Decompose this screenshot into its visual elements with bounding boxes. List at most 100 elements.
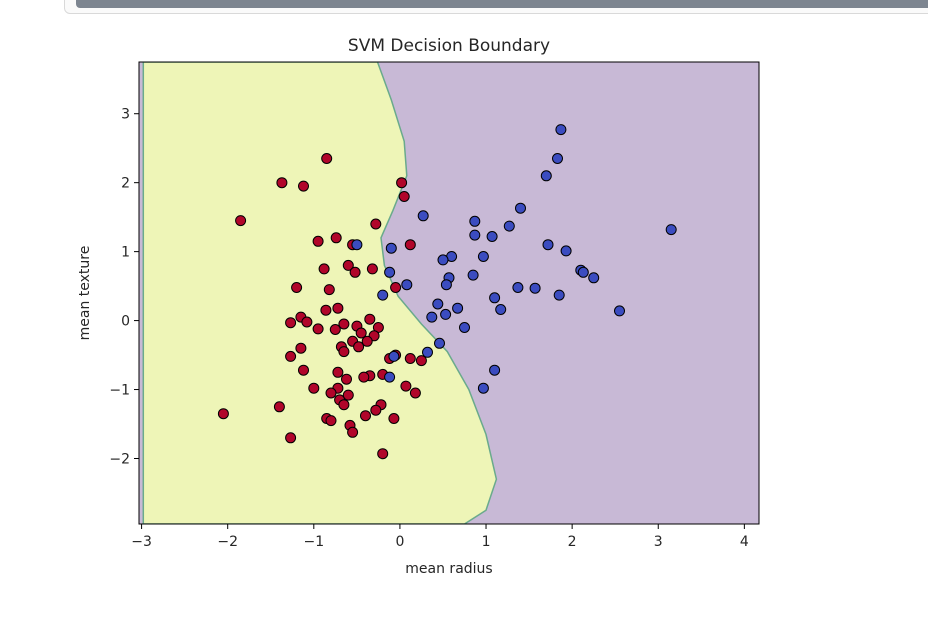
point-class0-43 <box>332 366 344 378</box>
x-tick-label: 1 <box>482 534 491 550</box>
point-class1-24 <box>440 279 452 291</box>
point-class0-61 <box>388 413 400 424</box>
y-tick-label: 2 <box>121 176 130 192</box>
point-class1-32 <box>614 305 625 317</box>
point-class1-3 <box>515 202 526 214</box>
point-class0-11 <box>342 259 354 271</box>
point-class1-12 <box>542 239 554 251</box>
y-tick-label: −1 <box>109 383 130 399</box>
point-class1-20 <box>588 272 600 284</box>
y-tick-label: −2 <box>109 451 130 467</box>
point-class0-58 <box>370 404 382 416</box>
point-class0-48 <box>308 382 320 394</box>
point-class0-23 <box>338 318 350 330</box>
point-class1-5 <box>469 215 481 227</box>
point-class1-1 <box>552 153 563 164</box>
point-class0-4 <box>398 191 410 202</box>
point-class1-8 <box>469 229 481 241</box>
point-class1-40 <box>489 364 501 376</box>
point-class0-2 <box>298 180 309 192</box>
point-class1-41 <box>384 371 396 383</box>
point-class0-17 <box>390 282 402 293</box>
point-class1-34 <box>440 308 452 320</box>
x-axis-label: mean radius <box>405 561 492 577</box>
x-tick-label: 2 <box>568 534 577 550</box>
point-class1-30 <box>432 298 444 310</box>
point-class1-39 <box>388 350 400 362</box>
x-tick-label: 0 <box>395 534 404 550</box>
y-tick-label: 0 <box>121 314 130 330</box>
point-class0-8 <box>312 235 324 247</box>
plot-frame <box>138 61 760 525</box>
point-class0-5 <box>235 215 247 227</box>
point-class0-41 <box>415 355 427 367</box>
x-axis: −3 −2 −1 0 1 2 3 4 <box>131 524 749 550</box>
point-class0-35 <box>338 346 350 358</box>
point-class0-53 <box>409 387 421 399</box>
point-class1-36 <box>459 322 470 333</box>
point-class0-10 <box>404 239 416 251</box>
point-class0-50 <box>325 387 337 399</box>
point-class0-0 <box>321 153 333 164</box>
point-class0-13 <box>318 263 330 275</box>
point-class0-28 <box>312 323 324 335</box>
point-class0-6 <box>370 218 382 230</box>
point-class0-15 <box>291 282 303 293</box>
point-class0-46 <box>358 371 370 383</box>
point-class1-11 <box>385 242 397 254</box>
point-class0-40 <box>404 353 416 364</box>
point-class1-18 <box>577 266 589 278</box>
y-axis-label: mean texture <box>77 246 93 341</box>
class-0-region <box>142 62 498 524</box>
point-class0-12 <box>366 263 378 275</box>
point-class1-38 <box>422 346 433 358</box>
point-class0-29 <box>355 327 367 339</box>
point-class0-22 <box>285 317 297 329</box>
point-class0-24 <box>364 313 376 325</box>
point-class0-62 <box>325 415 337 427</box>
point-class0-67 <box>377 448 389 460</box>
horizontal-scrollbar[interactable] <box>76 0 928 8</box>
x-tick-label: 4 <box>740 534 749 550</box>
chart-title: SVM Decision Boundary <box>348 36 550 56</box>
point-class0-55 <box>273 401 285 413</box>
point-class0-52 <box>400 380 412 392</box>
point-class1-15 <box>477 251 489 262</box>
point-class1-28 <box>553 289 565 301</box>
point-class1-6 <box>503 220 515 232</box>
point-class1-23 <box>401 279 413 291</box>
point-class0-56 <box>338 399 350 411</box>
point-class0-42 <box>298 364 309 376</box>
plot-area <box>138 61 760 525</box>
point-class1-19 <box>384 266 396 278</box>
point-class0-65 <box>217 408 229 420</box>
point-class0-7 <box>330 232 342 244</box>
point-class1-37 <box>434 337 445 349</box>
point-class1-35 <box>426 311 438 323</box>
point-class0-45 <box>341 373 352 385</box>
point-class0-19 <box>320 304 332 316</box>
point-class0-59 <box>360 410 371 422</box>
y-tick-label: 3 <box>121 107 130 123</box>
y-axis: −2 −1 0 1 2 3 <box>109 107 139 467</box>
point-class1-13 <box>560 245 572 257</box>
point-class1-26 <box>529 282 541 294</box>
point-class1-2 <box>540 170 552 182</box>
point-class0-66 <box>285 432 297 444</box>
point-class1-33 <box>495 304 507 315</box>
scatter-points <box>217 124 677 460</box>
point-class0-18 <box>332 302 344 314</box>
point-class0-37 <box>285 350 297 362</box>
point-class0-21 <box>301 316 313 328</box>
y-tick-label: 1 <box>121 245 130 261</box>
point-class1-31 <box>452 302 464 314</box>
point-class0-1 <box>276 177 288 189</box>
point-class1-27 <box>377 289 389 301</box>
point-class0-14 <box>349 266 361 278</box>
point-class0-3 <box>396 177 408 189</box>
point-class0-16 <box>323 284 335 296</box>
x-tick-label: −3 <box>131 534 152 550</box>
point-class0-64 <box>347 426 359 438</box>
point-class1-16 <box>437 254 449 266</box>
